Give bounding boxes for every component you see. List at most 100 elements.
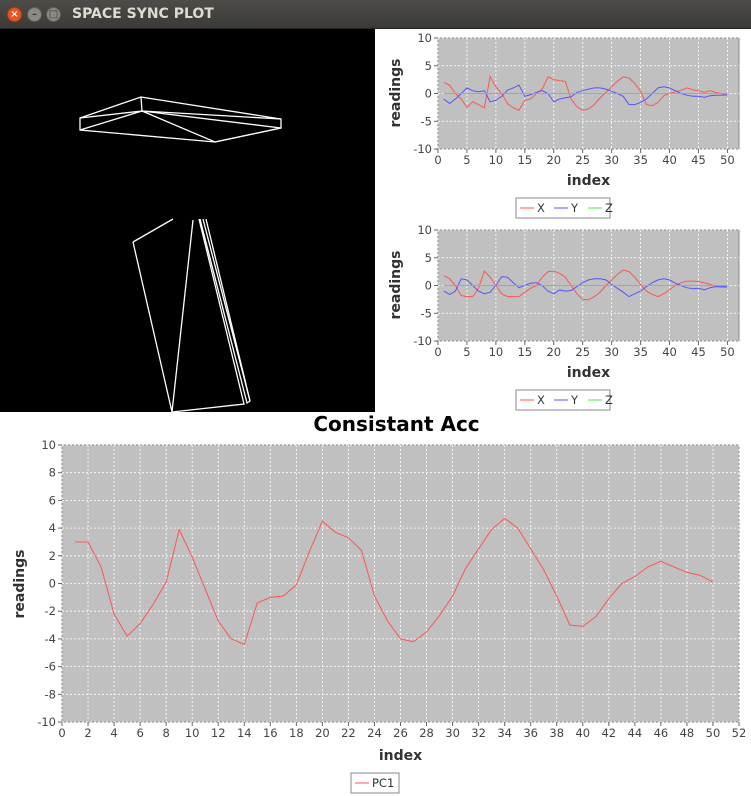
x-tick-label: 10 [489, 345, 504, 359]
x-tick-label: 22 [341, 726, 356, 740]
y-tick-label: 10 [41, 438, 56, 452]
plot-area [437, 229, 740, 342]
x-tick-label: 20 [546, 345, 561, 359]
y-tick-label: 10 [417, 223, 432, 237]
x-tick-label: 25 [575, 345, 590, 359]
chart-title: Consistant Acc [313, 412, 479, 436]
x-axis-label: index [379, 748, 422, 764]
x-tick-label: 16 [263, 726, 278, 740]
x-tick-label: 15 [518, 345, 533, 359]
x-tick-label: 10 [185, 726, 200, 740]
y-tick-label: -8 [45, 687, 56, 701]
legend-label-x: X [537, 393, 545, 407]
x-tick-label: 14 [237, 726, 252, 740]
x-tick-label: 44 [628, 726, 643, 740]
x-tick-label: 5 [463, 345, 470, 359]
chart-2: 0 5 10 15 20 25 30 35 40 45 50 -10 -5 0 5 10 index readin… [388, 223, 740, 411]
legend-label-y: Y [570, 201, 579, 215]
legend-label-x: X [537, 201, 545, 215]
x-tick-label: 2 [84, 726, 91, 740]
y-tick-label: 0 [425, 279, 432, 293]
x-tick-label: 10 [489, 153, 504, 167]
wireframe-top-edges-2 [141, 110, 282, 143]
x-tick-label: 6 [136, 726, 143, 740]
wireframe-bottom-body [132, 219, 194, 413]
legend-label-y: Y [570, 393, 579, 407]
x-tick-label: 30 [445, 726, 460, 740]
x-tick-label: 38 [549, 726, 564, 740]
x-tick-label: 40 [662, 153, 677, 167]
x-tick-label: 8 [162, 726, 169, 740]
y-tick-label: -10 [413, 142, 432, 156]
x-tick-label: 5 [463, 153, 470, 167]
x-tick-label: 50 [720, 345, 735, 359]
chart-3: 0 2 4 6 8 10 12 14 16 18 20 22 24 26 28 30 32 34 36 38 40 42 4… [12, 412, 747, 794]
wireframe-bottom-right [171, 218, 245, 413]
wireframe-3d-view[interactable] [0, 29, 375, 413]
y-tick-label: 0 [49, 577, 56, 591]
y-tick-label: -5 [421, 114, 432, 128]
wireframe-bottom-left [132, 218, 174, 243]
x-tick-label: 30 [604, 153, 619, 167]
close-button[interactable]: × [7, 7, 22, 22]
x-tick-label: 45 [691, 345, 706, 359]
x-axis-label: index [567, 173, 610, 189]
x-tick-label: 48 [680, 726, 695, 740]
x-tick-label: 15 [518, 153, 533, 167]
x-tick-label: 24 [367, 726, 382, 740]
x-tick-label: 50 [720, 153, 735, 167]
x-tick-label: 4 [110, 726, 117, 740]
maximize-button[interactable]: □ [46, 7, 61, 22]
y-tick-label: 5 [425, 59, 432, 73]
x-tick-label: 35 [633, 153, 648, 167]
series-line-pc1 [75, 517, 714, 646]
y-axis-label: readings [388, 59, 404, 128]
plot-area [61, 444, 740, 723]
y-tick-label: -6 [45, 660, 56, 674]
y-tick-label: 8 [49, 466, 56, 480]
x-tick-label: 32 [471, 726, 486, 740]
series-line-x [443, 269, 728, 301]
legend-label-z: Z [605, 393, 613, 407]
wireframe-bottom-right-2 [199, 218, 251, 405]
y-axis-label: readings [388, 251, 404, 320]
wireframe-top-edges-3 [79, 110, 282, 120]
legend-label-pc1: PC1 [372, 776, 394, 790]
y-tick-label: -10 [413, 334, 432, 348]
x-tick-label: 25 [575, 153, 590, 167]
y-axis-label: readings [12, 550, 28, 619]
x-tick-label: 34 [497, 726, 512, 740]
x-tick-label: 0 [58, 726, 65, 740]
y-tick-label: -4 [45, 632, 56, 646]
plot-area [437, 37, 740, 150]
x-tick-label: 42 [601, 726, 616, 740]
x-tick-label: 52 [732, 726, 747, 740]
x-tick-label: 35 [633, 345, 648, 359]
chart-1: 0 5 10 15 20 25 30 35 40 45 50 -10 -5 0 5 10 index readin… [388, 31, 740, 219]
legend-box [515, 197, 611, 219]
wireframe-top-shape [79, 96, 282, 143]
wireframe-bottom-right-3 [205, 218, 251, 402]
y-tick-label: 2 [49, 549, 56, 563]
x-axis-label: index [567, 365, 610, 381]
y-tick-label: 5 [425, 251, 432, 265]
y-tick-label: 6 [49, 493, 56, 507]
x-tick-label: 20 [315, 726, 330, 740]
x-tick-label: 0 [434, 153, 441, 167]
x-tick-label: 46 [654, 726, 669, 740]
x-tick-label: 18 [289, 726, 304, 740]
y-tick-label: 10 [417, 31, 432, 45]
window-titlebar: × – □ SPACE SYNC PLOT [0, 0, 751, 29]
minimize-button[interactable]: – [27, 7, 42, 22]
x-tick-label: 20 [546, 153, 561, 167]
series-line-y [443, 84, 728, 106]
y-tick-label: -5 [421, 306, 432, 320]
legend-box [515, 389, 611, 411]
y-tick-label: -2 [45, 604, 56, 618]
y-tick-label: 0 [425, 87, 432, 101]
x-tick-label: 26 [393, 726, 408, 740]
y-tick-label: 4 [49, 521, 56, 535]
y-tick-label: -10 [37, 715, 56, 729]
x-tick-label: 40 [662, 345, 677, 359]
wireframe-top-edges [79, 96, 143, 131]
